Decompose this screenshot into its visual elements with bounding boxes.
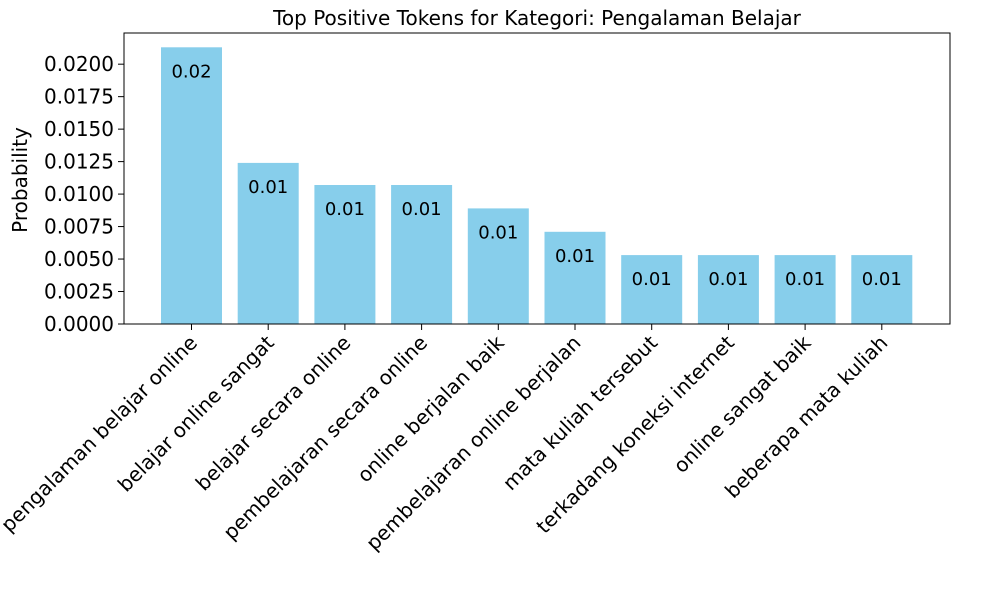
data-labels-layer: 0.02 0.01 0.01 0.01 0.01 0.01 0.01 0.01 0.01 0.01: [171, 61, 901, 290]
bar: [237, 162, 299, 324]
plot-frame: [123, 32, 951, 325]
x-tick-label: belajar secara online: [191, 331, 356, 496]
bar: [851, 255, 913, 324]
bar-value-label: 0.01: [248, 177, 288, 198]
chart-title: Top Positive Tokens for Kategori: Pengal…: [272, 6, 802, 30]
bars-layer: [161, 47, 913, 325]
bar-value-label: 0.02: [171, 61, 211, 82]
bar: [621, 255, 683, 324]
y-tick-label: 0.0100: [44, 182, 114, 206]
x-tick-label: online berjalan baik: [352, 330, 509, 487]
x-tick-label: mata kuliah tersebut: [498, 330, 663, 495]
y-tick-label: 0.0125: [44, 150, 114, 174]
bar: [391, 185, 453, 324]
bar-value-label: 0.01: [478, 222, 518, 243]
bar-value-label: 0.01: [862, 269, 902, 290]
bar: [697, 255, 759, 324]
bar-value-label: 0.01: [325, 199, 365, 220]
bar: [467, 208, 529, 324]
y-tick-label: 0.0175: [44, 85, 114, 109]
bar-value-label: 0.01: [632, 269, 672, 290]
y-axis-label: Probability: [8, 127, 32, 233]
bar-value-label: 0.01: [785, 269, 825, 290]
y-tick-label: 0.0200: [44, 52, 114, 76]
x-tick-label: belajar online sangat: [113, 330, 279, 496]
y-tick-label: 0.0050: [44, 247, 114, 271]
bar: [774, 255, 836, 324]
y-tick-label: 0.0150: [44, 117, 114, 141]
bar-value-label: 0.01: [402, 199, 442, 220]
bar: [544, 231, 606, 324]
bar-value-label: 0.01: [708, 269, 748, 290]
y-tick-label: 0.0025: [44, 280, 114, 304]
y-tick-label: 0.0000: [44, 312, 114, 336]
bar: [314, 185, 376, 324]
y-axis: 0.0000 0.0025 0.0050 0.0075 0.0100 0.0125 0.01…: [44, 52, 124, 336]
bar: [161, 47, 222, 325]
y-tick-label: 0.0075: [44, 215, 114, 239]
bar-value-label: 0.01: [555, 246, 595, 267]
x-tick-label: online sangat baik: [669, 330, 816, 477]
